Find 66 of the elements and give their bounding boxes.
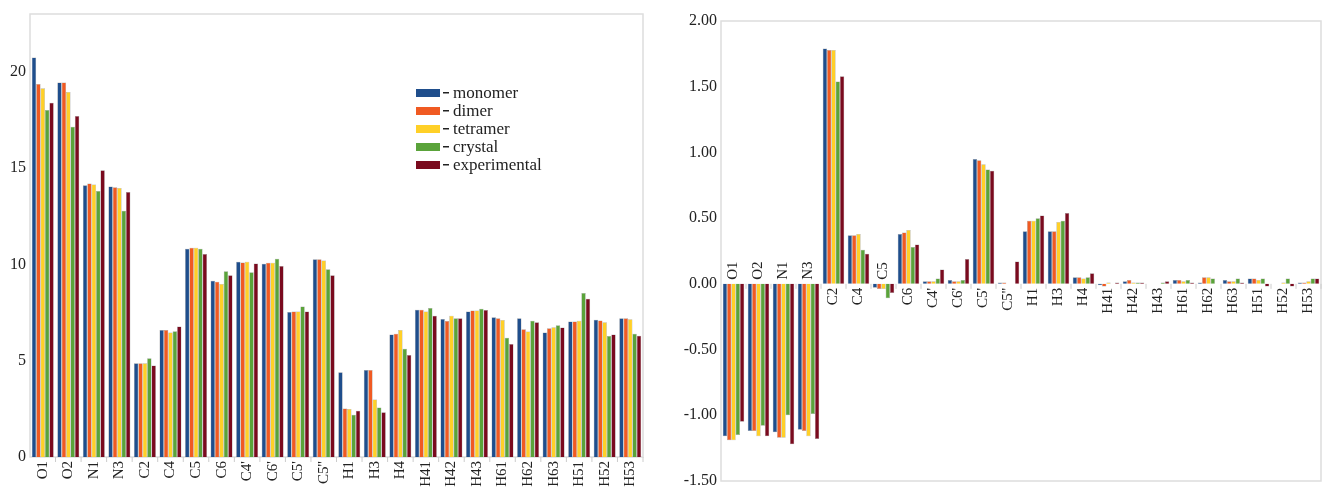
- y-tick-label: -1.00: [683, 405, 717, 423]
- legend-label: experimental: [453, 155, 542, 174]
- x-tick-label: C4': [924, 287, 941, 309]
- x-tick-label: H52: [595, 461, 612, 487]
- x-tick-label: H41: [1099, 287, 1116, 314]
- x-tick-label: N3: [799, 261, 816, 280]
- x-tick-label: H51: [1249, 287, 1266, 314]
- y-tick-label: 2.00: [689, 11, 717, 29]
- x-tick-label: H41: [416, 461, 433, 487]
- x-tick-label: C4': [238, 460, 255, 482]
- x-tick-label: H4: [1074, 287, 1091, 307]
- x-tick-label: H51: [570, 461, 587, 487]
- x-tick-label: H61: [493, 461, 510, 487]
- x-tick-label: N3: [110, 461, 127, 480]
- x-tick-label: O2: [749, 261, 766, 280]
- x-tick-label: H1: [340, 461, 357, 480]
- y-tick-label: -1.50: [683, 471, 717, 489]
- x-tick-label: H62: [519, 461, 535, 487]
- x-tick-label: C5: [874, 262, 891, 280]
- y-tick-label: 20: [10, 61, 26, 79]
- y-tick-label: 5: [18, 350, 26, 368]
- x-tick-label: C5: [186, 461, 203, 479]
- legend-label: tetramer: [453, 119, 510, 138]
- x-tick-label: H52: [1274, 287, 1291, 314]
- x-tick-label: H62: [1199, 287, 1216, 314]
- x-tick-label: C5'': [314, 460, 331, 484]
- y-tick-label: 15: [10, 158, 26, 176]
- x-tick-label: C4: [161, 460, 178, 479]
- x-tick-label: H53: [621, 461, 638, 487]
- legend-label: dimer: [453, 101, 493, 120]
- x-tick-label: C2: [824, 287, 841, 306]
- x-tick-label: C6: [212, 460, 229, 479]
- x-tick-label: H63: [1224, 287, 1241, 314]
- legend-label: monomer: [453, 83, 519, 102]
- y-tick-label: 1.00: [689, 142, 717, 160]
- x-tick-label: C2: [135, 461, 152, 479]
- y-tick-label: -0.50: [683, 339, 717, 357]
- x-tick-label: H43: [467, 461, 484, 487]
- y-tick-label: 10: [10, 254, 26, 272]
- x-tick-label: H63: [544, 461, 561, 487]
- x-tick-label: H43: [1149, 287, 1166, 314]
- x-tick-label: H3: [365, 461, 382, 480]
- x-tick-label: H3: [1049, 287, 1066, 307]
- x-tick-label: O2: [59, 461, 76, 480]
- x-tick-label: N1: [84, 461, 101, 480]
- x-tick-label: H61: [1174, 287, 1191, 314]
- x-tick-label: O1: [33, 461, 50, 480]
- x-tick-label: C5': [289, 460, 306, 482]
- x-tick-label: C5'': [999, 287, 1016, 311]
- x-tick-label: C5': [974, 287, 991, 309]
- x-tick-label: H1: [1024, 287, 1041, 307]
- x-tick-label: H42: [1124, 287, 1141, 314]
- x-tick-label: C6': [949, 287, 966, 309]
- x-tick-label: C6': [263, 460, 280, 482]
- legend-label: crystal: [453, 137, 499, 156]
- x-tick-label: C6: [899, 287, 916, 306]
- x-tick-label: H53: [1299, 287, 1316, 314]
- y-tick-label: 1.50: [689, 76, 717, 94]
- x-tick-label: H42: [442, 461, 459, 487]
- x-tick-label: O1: [724, 261, 741, 280]
- x-tick-label: C4: [849, 287, 866, 306]
- y-tick-label: 0.00: [689, 274, 717, 292]
- y-tick-label: 0.50: [689, 208, 717, 226]
- x-tick-label: N1: [774, 261, 791, 280]
- x-tick-label: H4: [391, 460, 408, 480]
- y-tick-label: 0: [18, 447, 26, 465]
